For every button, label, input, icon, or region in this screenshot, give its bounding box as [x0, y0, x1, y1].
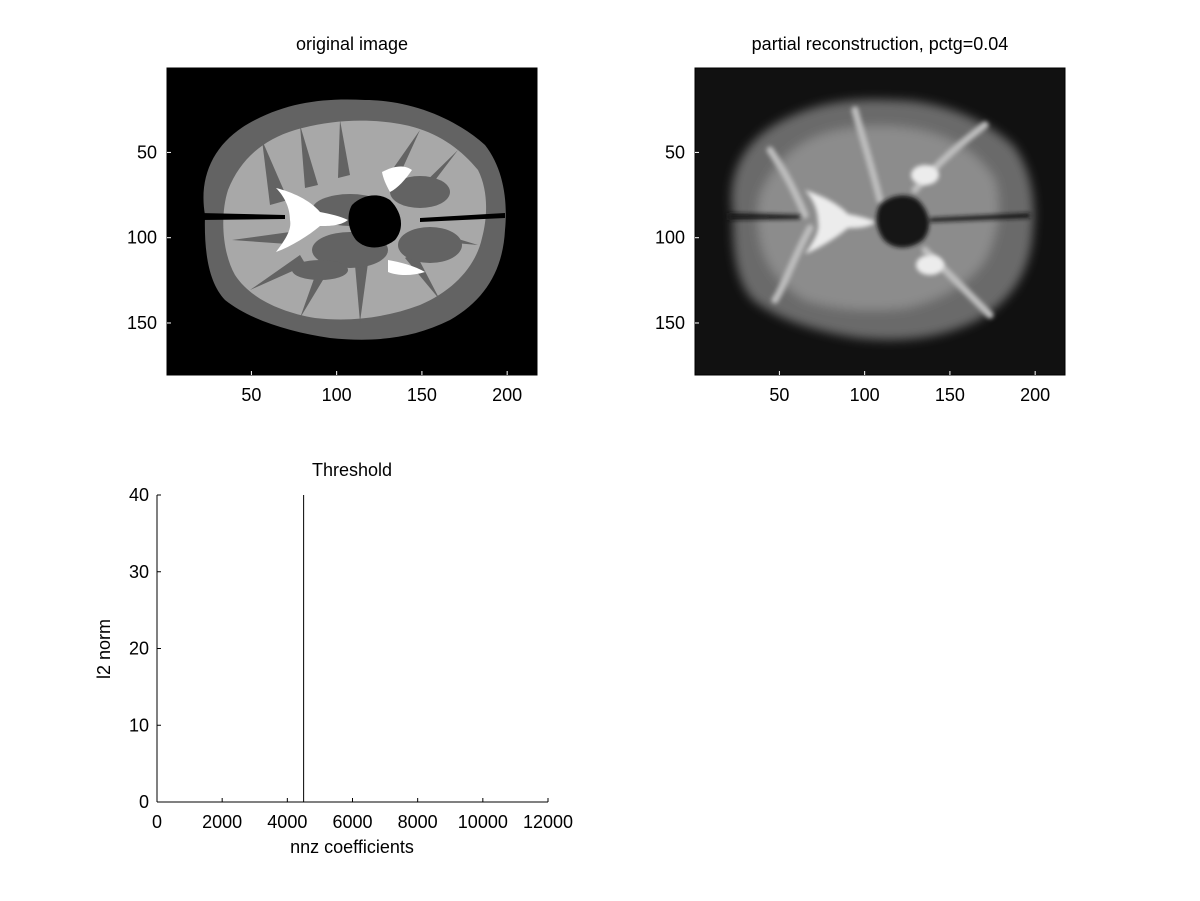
y-tick-label: 30	[129, 562, 149, 582]
y-axis-label: l2 norm	[94, 619, 114, 679]
x-tick-label: 200	[1020, 385, 1050, 405]
panel-original-image: original image	[127, 34, 538, 405]
x-tick-label: 4000	[267, 812, 307, 832]
bright-tract	[851, 106, 884, 204]
y-tick-label: 150	[127, 313, 157, 333]
x-tick-label: 150	[407, 385, 437, 405]
csf-ventricles	[276, 166, 425, 275]
dark-fissure	[930, 213, 1030, 222]
midline-fissure	[200, 195, 505, 248]
bright-tract	[771, 224, 814, 304]
x-tick-label: 2000	[202, 812, 242, 832]
x-tick-label: 6000	[332, 812, 372, 832]
x-tick-label: 10000	[458, 812, 508, 832]
bright-spot	[911, 165, 939, 185]
panel-threshold: Threshold nnz coefficients l2 norm 0 2000…	[94, 460, 573, 857]
plot-area	[156, 495, 548, 803]
x-tick-label: 200	[492, 385, 522, 405]
axes-box	[166, 67, 538, 376]
x-tick-label: 12000	[523, 812, 573, 832]
panel-partial-reconstruction: partial reconstruction, pctg=0.04	[655, 34, 1066, 405]
y-tick-label: 40	[129, 485, 149, 505]
y-tick-label: 150	[655, 313, 685, 333]
x-tick-label: 0	[152, 812, 162, 832]
x-tick-label: 8000	[398, 812, 438, 832]
axes-box	[694, 67, 1066, 376]
x-axis-label: nnz coefficients	[290, 837, 414, 857]
x-tick-label: 50	[241, 385, 261, 405]
axis-ticks: 50 100 150 200 50 100 150	[127, 142, 522, 405]
reconstructed-brain-image	[695, 68, 1065, 375]
axis-ticks: 0 2000 4000 6000 8000 10000 12000 0 10 20 30 40	[129, 485, 573, 832]
bright-ventricle	[805, 190, 876, 254]
bright-spot	[916, 255, 944, 275]
chart-title: original image	[296, 34, 408, 54]
y-tick-label: 100	[127, 228, 157, 248]
y-tick-label: 50	[665, 142, 685, 162]
x-tick-label: 100	[322, 385, 352, 405]
original-brain-image	[167, 68, 537, 375]
dark-center	[876, 195, 930, 248]
y-tick-label: 20	[129, 639, 149, 659]
y-tick-label: 50	[137, 142, 157, 162]
chart-title: Threshold	[312, 460, 392, 480]
y-tick-label: 10	[129, 715, 149, 735]
bright-tract	[766, 146, 809, 219]
dark-fissure	[728, 213, 800, 220]
y-tick-label: 100	[655, 228, 685, 248]
x-tick-label: 100	[850, 385, 880, 405]
x-tick-label: 150	[935, 385, 965, 405]
axis-ticks: 50 100 150 200 50 100 150	[655, 142, 1050, 405]
y-tick-label: 0	[139, 792, 149, 812]
chart-title: partial reconstruction, pctg=0.04	[752, 34, 1009, 54]
x-tick-label: 50	[769, 385, 789, 405]
